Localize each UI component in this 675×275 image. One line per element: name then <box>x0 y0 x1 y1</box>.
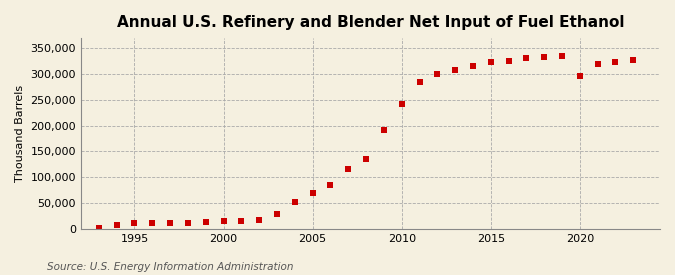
Title: Annual U.S. Refinery and Blender Net Input of Fuel Ethanol: Annual U.S. Refinery and Blender Net Inp… <box>117 15 624 30</box>
Text: Source: U.S. Energy Information Administration: Source: U.S. Energy Information Administ… <box>47 262 294 271</box>
Y-axis label: Thousand Barrels: Thousand Barrels <box>15 85 25 182</box>
